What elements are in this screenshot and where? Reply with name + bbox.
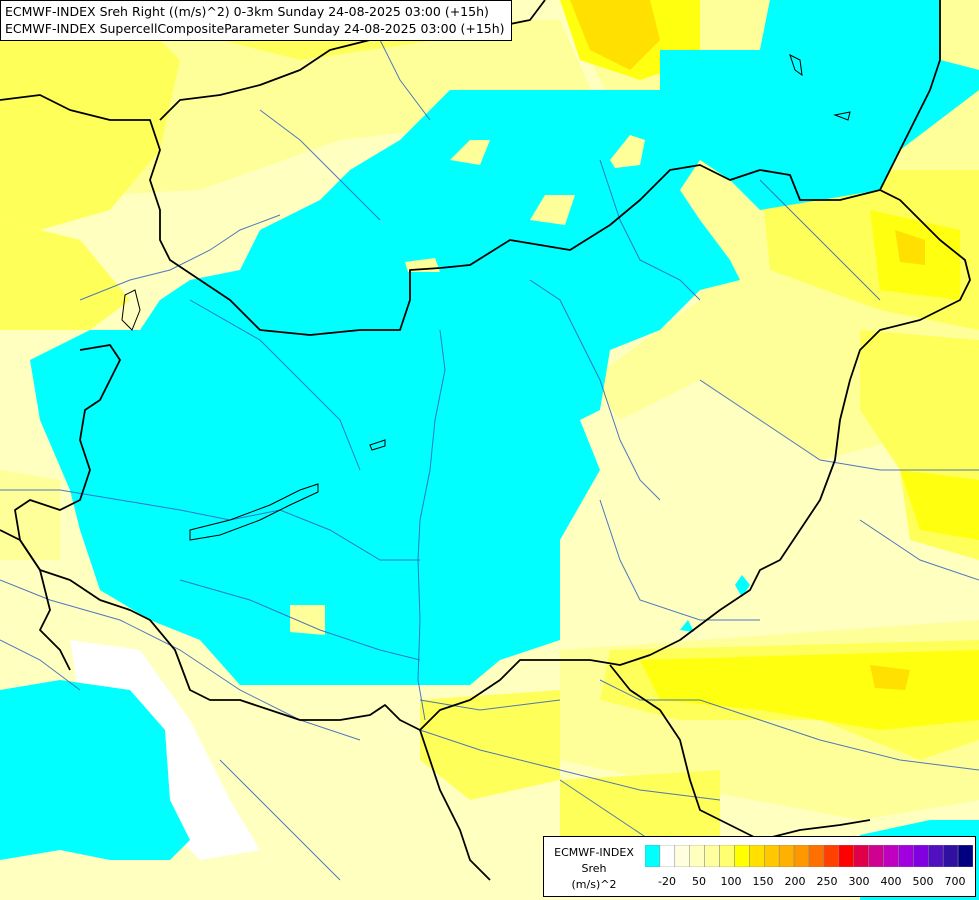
border-east-south: [609, 664, 761, 841]
legend-swatch: [659, 845, 676, 867]
title-line-2: ECMWF-INDEX SupercellCompositeParameter …: [5, 21, 505, 36]
legend-swatch: [778, 845, 795, 867]
legend-swatch: [689, 845, 705, 867]
yellow-holes: [290, 135, 645, 635]
map-title-box: ECMWF-INDEX Sreh Right ((m/s)^2) 0-3km S…: [0, 0, 512, 41]
border-sw: [0, 529, 71, 671]
color-legend: ECMWF-INDEX Sreh (m/s)^2 -20 50 100 150 200 2…: [543, 836, 976, 897]
legend-swatch: [823, 845, 840, 867]
cyan-spots: [680, 575, 750, 632]
legend-swatch: [674, 845, 690, 867]
legend-label: ECMWF-INDEX Sreh (m/s)^2: [548, 845, 640, 893]
legend-swatch: [913, 845, 929, 867]
lake-balaton: [189, 483, 319, 541]
legend-swatch: [764, 845, 780, 867]
legend-tick-label: 150: [752, 875, 774, 888]
lakes: [121, 54, 851, 541]
title-line-1: ECMWF-INDEX Sreh Right ((m/s)^2) 0-3km S…: [5, 4, 489, 19]
orange-yellow-fields: [570, 0, 925, 690]
legend-swatch: [719, 845, 735, 867]
legend-model: ECMWF-INDEX: [554, 846, 634, 859]
border-south: [419, 189, 971, 731]
legend-tick-label: 50: [692, 875, 706, 888]
legend-tick-label: 200: [784, 875, 806, 888]
legend-swatch: [883, 845, 899, 867]
legend-swatch: [868, 845, 884, 867]
legend-swatch: [898, 845, 914, 867]
border-north: [0, 0, 941, 336]
cyan-southwest-area: [0, 680, 190, 860]
legend-variable: Sreh: [581, 862, 607, 875]
border-west: [14, 344, 421, 731]
legend-unit: (m/s)^2: [571, 878, 617, 891]
legend-tick-label: 500: [912, 875, 934, 888]
legend-swatch: [838, 845, 854, 867]
country-borders: [0, 0, 971, 881]
legend-swatch: [942, 845, 959, 867]
legend-swatch: [704, 845, 720, 867]
legend-tick-label: 300: [848, 875, 870, 888]
legend-tick-label: 100: [720, 875, 742, 888]
legend-swatch: [928, 845, 944, 867]
legend-tick-label: 400: [880, 875, 902, 888]
legend-swatch: [853, 845, 869, 867]
legend-swatch: [645, 845, 661, 867]
legend-swatch: [957, 845, 973, 867]
lake-small: [369, 439, 386, 451]
legend-swatch: [808, 845, 825, 867]
lake-neusiedl: [121, 289, 141, 331]
legend-ticks: -20 50 100 150 200 250 300 400 500 700: [645, 875, 973, 889]
legend-tick-label: 700: [944, 875, 966, 888]
legend-swatch: [793, 845, 810, 867]
legend-swatch: [734, 845, 750, 867]
border-se: [759, 819, 871, 841]
legend-tick-label: -20: [658, 875, 676, 888]
legend-swatch: [749, 845, 765, 867]
legend-color-bar: [645, 845, 973, 867]
legend-tick-label: 250: [816, 875, 838, 888]
border-bottom: [419, 729, 491, 881]
